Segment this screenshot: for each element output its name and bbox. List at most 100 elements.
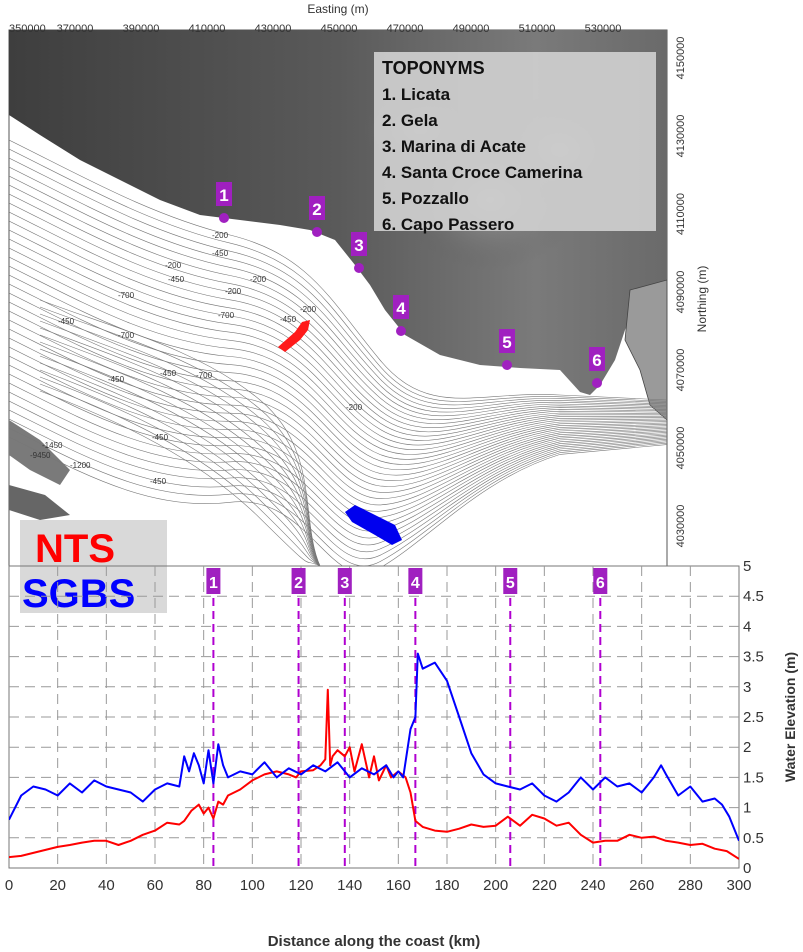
contour-line	[9, 436, 667, 566]
y-tick-label: 4	[743, 618, 751, 635]
y-tick-label: 2	[743, 739, 751, 756]
easting-axis-label: Easting (m)	[307, 2, 368, 16]
contour-label: -700	[218, 311, 235, 320]
contour-line	[39, 299, 321, 566]
x-tick-label: 60	[147, 877, 164, 894]
y-tick-labels: 0 0.5 1 1.5 2 2.5 3 3.5 4 4.5 5	[743, 558, 764, 877]
toponyms-title: TOPONYMS	[382, 58, 485, 78]
nts-source-area	[278, 320, 310, 352]
contour-labels: -200-450-200-450 -200-700 -200-450-700-450…	[30, 231, 363, 486]
toponym-marker-dot	[396, 326, 406, 336]
toponym-line: 2	[291, 568, 306, 868]
contour-line	[39, 327, 321, 566]
easting-tick-label: 510000	[519, 23, 556, 35]
x-tick-label: 160	[386, 877, 411, 894]
contour-line	[9, 346, 667, 506]
contour-line	[9, 355, 667, 512]
contour-line	[39, 390, 321, 566]
x-tick-label: 200	[483, 877, 508, 894]
contour-line	[9, 310, 667, 482]
contour-label: -1450	[42, 441, 63, 450]
x-tick-label: 240	[580, 877, 605, 894]
contour-line	[9, 274, 667, 460]
contour-line	[9, 391, 667, 539]
contour-line	[9, 148, 667, 402]
easting-tick-label: 530000	[585, 23, 622, 35]
gridlines	[9, 566, 739, 868]
contour-line	[39, 313, 321, 566]
contour-line	[9, 247, 667, 446]
contour-line	[39, 334, 321, 566]
toponym-lines: 1 2 3 4 5 6	[206, 568, 608, 868]
contour-line	[9, 256, 667, 450]
toponym-marker-dot	[219, 213, 229, 223]
x-tick-label: 80	[195, 877, 212, 894]
easting-tick-label: 430000	[255, 23, 292, 35]
legend: NTS SGBS	[20, 520, 167, 616]
toponym-item: 6. Capo Passero	[382, 215, 514, 234]
contour-line	[9, 157, 667, 406]
x-tick-label: 0	[5, 877, 13, 894]
y-axis-label: Water Elevation (m)	[782, 652, 798, 782]
contour-line	[9, 229, 667, 437]
contour-line	[39, 306, 321, 566]
contour-label: -200	[225, 287, 242, 296]
y-tick-label: 1	[743, 800, 751, 817]
toponym-markers: 1 2 3 4 5 6	[216, 182, 605, 388]
contour-label: -200	[165, 261, 182, 270]
x-tick-label: 260	[629, 877, 654, 894]
x-tick-labels: 0 20 40 60 80 100 120 140 160 180 200 220 240 260 280 3…	[5, 877, 752, 894]
contour-label: -200	[346, 403, 363, 412]
toponym-marker: 5	[499, 329, 515, 370]
northing-tick-label: 4050000	[675, 427, 687, 470]
toponym-marker-dot	[312, 227, 322, 237]
y-tick-label: 0	[743, 860, 751, 877]
toponym-line-label: 4	[411, 575, 420, 592]
y-tick-label: 1.5	[743, 769, 764, 786]
toponym-line: 6	[593, 568, 608, 868]
easting-tick-label: 450000	[321, 23, 358, 35]
toponym-marker: 3	[351, 232, 367, 273]
toponym-line-label: 6	[596, 575, 605, 592]
contour-line	[9, 292, 667, 471]
x-tick-label: 220	[532, 877, 557, 894]
x-tick-label: 300	[726, 877, 751, 894]
northing-tick-label: 4070000	[675, 349, 687, 392]
contour-line	[9, 139, 667, 401]
contour-line	[39, 341, 321, 566]
toponyms-box: TOPONYMS 1. Licata 2. Gela 3. Marina di Ac…	[374, 52, 656, 234]
map-panel: -200-450-200-450 -200-700 -200-450-700-450…	[8, 2, 709, 567]
northing-axis-label: Northing (m)	[695, 266, 709, 333]
contour-label: -450	[160, 369, 177, 378]
easting-tick-label: 390000	[123, 23, 160, 35]
bathymetry-contours	[9, 139, 667, 566]
contour-line	[9, 409, 667, 552]
contour-label: -200	[250, 275, 267, 284]
x-tick-label: 280	[678, 877, 703, 894]
toponym-marker: 2	[309, 196, 325, 237]
toponym-item: 3. Marina di Acate	[382, 137, 526, 156]
easting-tick-label: 470000	[387, 23, 424, 35]
toponym-item: 5. Pozzallo	[382, 189, 469, 208]
contour-label: -450	[280, 315, 297, 324]
easting-tick-labels: 350000 370000 390000 410000 430000 450000 4700…	[9, 23, 621, 35]
y-tick-label: 5	[743, 558, 751, 575]
series-lines	[9, 652, 739, 860]
toponym-line: 1	[206, 568, 221, 868]
y-tick-label: 4.5	[743, 588, 764, 605]
contour-label: -700	[196, 371, 213, 380]
contour-line	[9, 265, 667, 455]
contour-line	[9, 328, 667, 493]
contour-label: -700	[118, 331, 135, 340]
sgbs-source-area	[345, 505, 402, 545]
contour-line	[9, 202, 667, 424]
northing-tick-label: 4110000	[675, 193, 687, 235]
x-tick-label: 100	[240, 877, 265, 894]
contour-label: -1200	[70, 461, 91, 470]
contour-label: -200	[212, 231, 229, 240]
contour-line	[9, 418, 667, 560]
toponym-marker-label: 6	[592, 351, 601, 370]
toponym-marker-dot	[502, 360, 512, 370]
